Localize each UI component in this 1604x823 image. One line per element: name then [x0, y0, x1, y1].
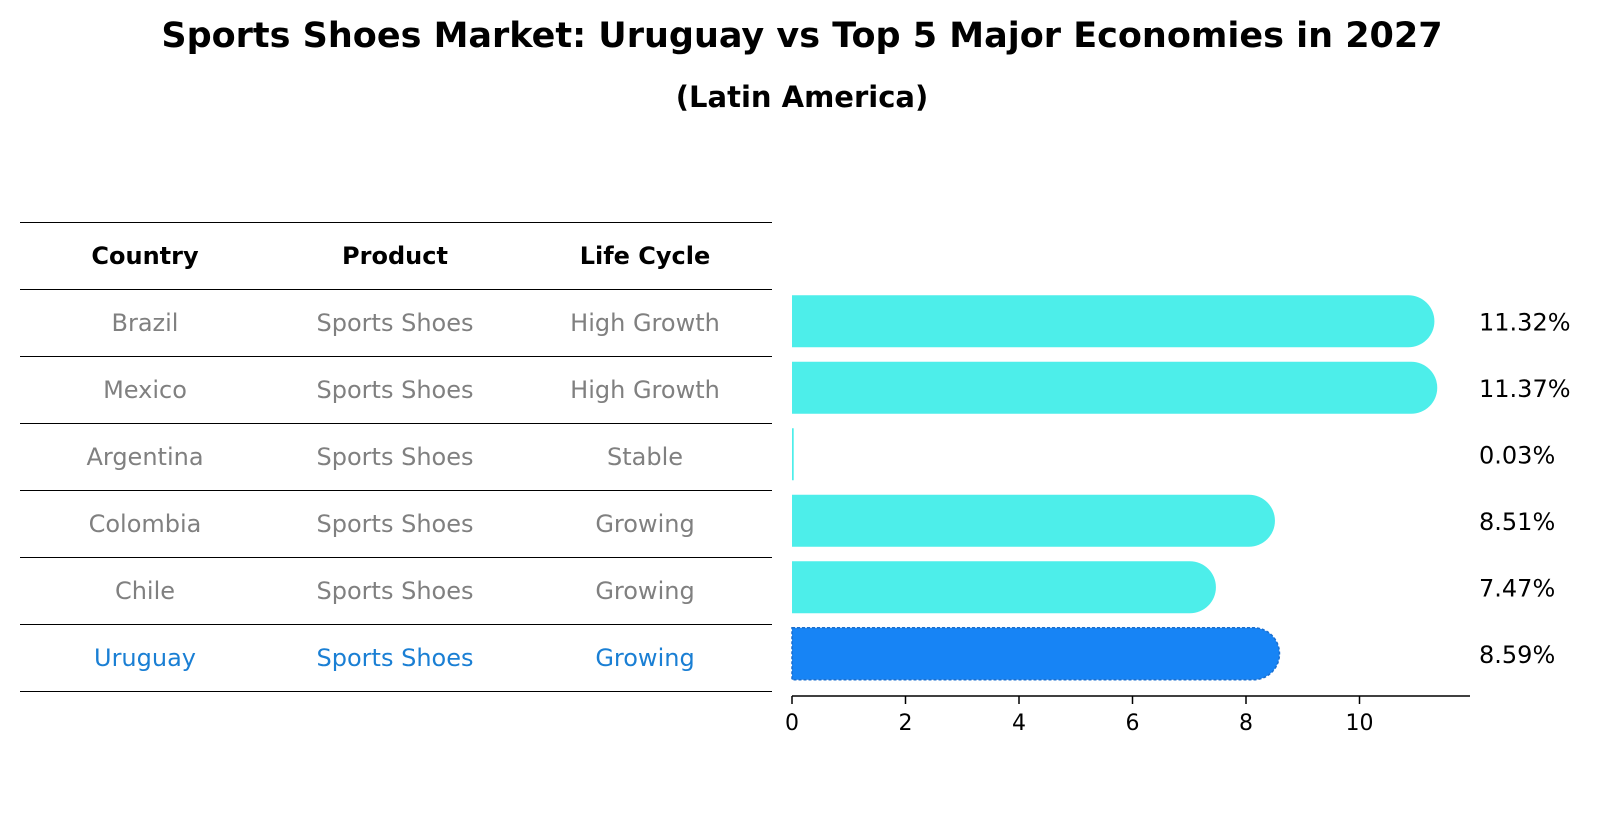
table-header-row: Country Product Life Cycle [20, 222, 772, 290]
x-tick-label: 0 [785, 711, 799, 736]
value-label-mexico: 11.37% [1479, 375, 1571, 403]
x-tick-label: 8 [1239, 711, 1253, 736]
header-country: Country [91, 242, 199, 270]
value-label-uruguay: 8.59% [1479, 641, 1555, 669]
chart-subtitle: (Latin America) [675, 80, 929, 114]
bar-colombia [792, 494, 1275, 547]
product-cell: Sports Shoes [316, 376, 474, 404]
chart-title: Sports Shoes Market: Uruguay vs Top 5 Ma… [161, 16, 1443, 56]
life-cycle-cell: Growing [595, 577, 695, 605]
bar-uruguay [791, 627, 1281, 681]
country-cell: Uruguay [94, 644, 196, 672]
bar-chile [792, 561, 1216, 614]
table-row: Brazil Sports Shoes High Growth [20, 290, 772, 357]
table-row: Argentina Sports Shoes Stable [20, 424, 772, 491]
table-row: Mexico Sports Shoes High Growth [20, 357, 772, 424]
product-cell: Sports Shoes [316, 443, 474, 471]
life-cycle-cell: High Growth [570, 309, 720, 337]
table-row: Chile Sports Shoes Growing [20, 558, 772, 625]
x-tick-label: 6 [1126, 711, 1140, 736]
header-product: Product [342, 242, 448, 270]
product-cell: Sports Shoes [316, 510, 474, 538]
header-life-cycle: Life Cycle [579, 242, 711, 270]
life-cycle-cell: Stable [606, 443, 684, 471]
value-label-chile: 7.47% [1479, 574, 1555, 602]
x-tick-label: 2 [899, 711, 913, 736]
life-cycle-cell: Growing [595, 510, 695, 538]
value-label-argentina: 0.03% [1479, 441, 1555, 469]
bar-brazil [792, 295, 1435, 348]
country-cell: Argentina [86, 443, 204, 471]
table-row: Colombia Sports Shoes Growing [20, 491, 772, 558]
data-table: Country Product Life Cycle Brazil Sports… [20, 222, 772, 692]
bar-mexico [792, 361, 1438, 414]
bar-argentina [792, 428, 794, 481]
life-cycle-cell: High Growth [570, 376, 720, 404]
country-cell: Chile [114, 577, 176, 605]
value-label-brazil: 11.32% [1479, 308, 1571, 336]
x-tick-label: 10 [1346, 711, 1374, 736]
table-row-highlighted: Uruguay Sports Shoes Growing [20, 625, 772, 692]
product-cell: Sports Shoes [316, 577, 474, 605]
product-cell: Sports Shoes [316, 644, 474, 672]
value-label-colombia: 8.51% [1479, 508, 1555, 536]
product-cell: Sports Shoes [316, 309, 474, 337]
country-cell: Mexico [103, 376, 187, 404]
country-cell: Colombia [88, 510, 202, 538]
country-cell: Brazil [111, 309, 179, 337]
life-cycle-cell: Growing [595, 644, 695, 672]
x-tick-label: 4 [1012, 711, 1026, 736]
